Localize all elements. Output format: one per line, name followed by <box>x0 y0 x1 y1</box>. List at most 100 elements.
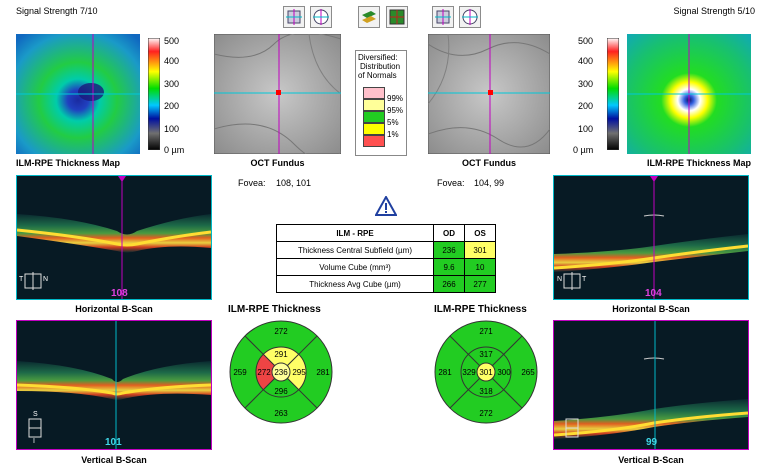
od-scale-300: 300 <box>164 79 180 89</box>
os-grid-outer-right: 265 <box>521 368 535 377</box>
layer-view-icon <box>362 11 376 23</box>
os-color-scale <box>607 38 619 150</box>
os-scale-500: 500 <box>578 36 594 46</box>
os-hscan-t-label: T <box>582 276 587 283</box>
os-hscan-index: 104 <box>645 288 662 299</box>
os-grid-inner-top: 317 <box>479 350 493 359</box>
warning-icon[interactable] <box>375 196 397 216</box>
od-scale-500: 500 <box>164 36 180 46</box>
od-grid-outer-bottom: 263 <box>274 409 288 418</box>
legend-title-2: Distribution <box>360 62 401 71</box>
grid-view-icon <box>389 9 405 25</box>
row-od-value: 266 <box>433 275 465 293</box>
results-table: ILM - RPE OD OS Thickness Central Subfie… <box>276 224 496 293</box>
os-hscan-caption: Horizontal B-Scan <box>612 304 690 314</box>
od-scale-100: 100 <box>164 124 180 134</box>
row-os-value: 10 <box>464 258 496 276</box>
os-grid-outer-bottom: 272 <box>479 409 493 418</box>
legend-swatch-green <box>363 111 385 123</box>
od-scale-200: 200 <box>164 101 180 111</box>
od-hscan-caption: Horizontal B-Scan <box>75 304 153 314</box>
od-grid-inner-top: 291 <box>274 350 288 359</box>
od-vscan-caption: Vertical B-Scan <box>81 455 147 465</box>
od-fovea-label: Fovea: <box>238 178 266 188</box>
crosshair-left-icon <box>286 9 302 25</box>
os-scale-400: 400 <box>578 56 594 66</box>
row-os-value: 277 <box>464 275 496 293</box>
layer-view-button[interactable] <box>358 6 380 28</box>
od-hscan-n-label: N <box>43 276 49 283</box>
os-fundus-caption: OCT Fundus <box>462 158 516 168</box>
legend-1: 1% <box>387 130 399 139</box>
os-scale-100: 100 <box>578 124 594 134</box>
od-thickness-map[interactable] <box>16 34 140 154</box>
right-signal-strength: Signal Strength 5/10 <box>673 6 755 16</box>
legend-swatch-pink <box>363 87 385 99</box>
od-grid-title: ILM-RPE Thickness <box>228 304 321 315</box>
target-right-button[interactable] <box>459 6 481 28</box>
od-fundus-caption: OCT Fundus <box>250 158 305 168</box>
grid-view-button[interactable] <box>386 6 408 28</box>
legend-title-1: Diversified: <box>358 53 398 62</box>
od-map-caption: ILM-RPE Thickness Map <box>16 158 121 168</box>
results-header-os: OS <box>464 224 496 242</box>
os-grid-title: ILM-RPE Thickness <box>434 304 527 315</box>
os-etdrs-grid[interactable]: 271 281 265 272 317 329 300 318 301 <box>434 320 538 424</box>
os-grid-inner-right: 300 <box>497 368 511 377</box>
od-color-scale <box>148 38 160 150</box>
os-thickness-map[interactable] <box>627 34 751 154</box>
row-od-value: 236 <box>433 241 465 259</box>
os-vertical-bscan[interactable]: 99 <box>553 320 749 450</box>
legend-95: 95% <box>387 106 404 115</box>
crosshair-right-button[interactable] <box>432 6 454 28</box>
os-fovea-value: 104, 99 <box>474 178 505 188</box>
os-vscan-index: 99 <box>646 437 658 448</box>
target-left-icon <box>313 9 329 25</box>
od-fundus-image[interactable] <box>214 34 341 154</box>
od-grid-inner-left: 272 <box>257 368 271 377</box>
od-etdrs-grid[interactable]: 272 259 281 263 291 272 295 296 236 <box>229 320 333 424</box>
os-scale-0: 0 µm <box>573 145 594 155</box>
legend-title-3: of Normals <box>358 71 397 80</box>
od-vertical-bscan[interactable]: S I 101 <box>16 320 212 450</box>
crosshair-left-button[interactable] <box>283 6 305 28</box>
os-grid-inner-left: 329 <box>462 368 476 377</box>
results-header-row: ILM - RPE OD OS <box>276 224 496 242</box>
target-right-icon <box>462 9 478 25</box>
od-grid-outer-left: 259 <box>233 368 247 377</box>
left-signal-strength: Signal Strength 7/10 <box>16 6 98 16</box>
od-fovea-value: 108, 101 <box>276 178 312 188</box>
table-row: Thickness Central Subfield (µm) 236 301 <box>276 241 496 259</box>
os-fundus-image[interactable] <box>428 34 550 154</box>
os-grid-outer-top: 271 <box>479 327 493 336</box>
row-label: Thickness Avg Cube (µm) <box>276 275 434 293</box>
os-grid-outer-left: 281 <box>438 368 452 377</box>
od-grid-outer-right: 281 <box>316 368 330 377</box>
crosshair-right-icon <box>435 9 451 25</box>
os-grid-inner-bottom: 318 <box>479 387 493 396</box>
legend-5: 5% <box>387 118 399 127</box>
os-scale-200: 200 <box>578 101 594 111</box>
od-grid-outer-top: 272 <box>274 327 288 336</box>
od-grid-inner-right: 295 <box>292 368 306 377</box>
os-vscan-caption: Vertical B-Scan <box>618 455 684 465</box>
od-scale-0: 0 µm <box>164 145 185 155</box>
table-row: Volume Cube (mm³) 9.6 10 <box>276 258 496 276</box>
os-grid-center: 301 <box>479 368 493 377</box>
row-od-value: 9.6 <box>433 258 465 276</box>
results-header-od: OD <box>433 224 465 242</box>
os-map-caption: ILM-RPE Thickness Map <box>646 158 751 168</box>
os-horizontal-bscan[interactable]: N T 104 <box>553 175 749 300</box>
od-hscan-index: 108 <box>111 288 128 299</box>
target-left-button[interactable] <box>310 6 332 28</box>
os-scale-300: 300 <box>578 79 594 89</box>
row-label: Volume Cube (mm³) <box>276 258 434 276</box>
od-horizontal-bscan[interactable]: T N 108 <box>16 175 212 300</box>
od-grid-inner-bottom: 296 <box>274 387 288 396</box>
od-scale-400: 400 <box>164 56 180 66</box>
os-fovea-label: Fovea: <box>437 178 465 188</box>
od-hscan-t-label: T <box>19 276 24 283</box>
os-hscan-n-label: N <box>557 276 563 283</box>
legend-swatch-yellow <box>363 123 385 135</box>
normals-legend: Diversified: Distribution of Normals 99%… <box>355 50 407 156</box>
